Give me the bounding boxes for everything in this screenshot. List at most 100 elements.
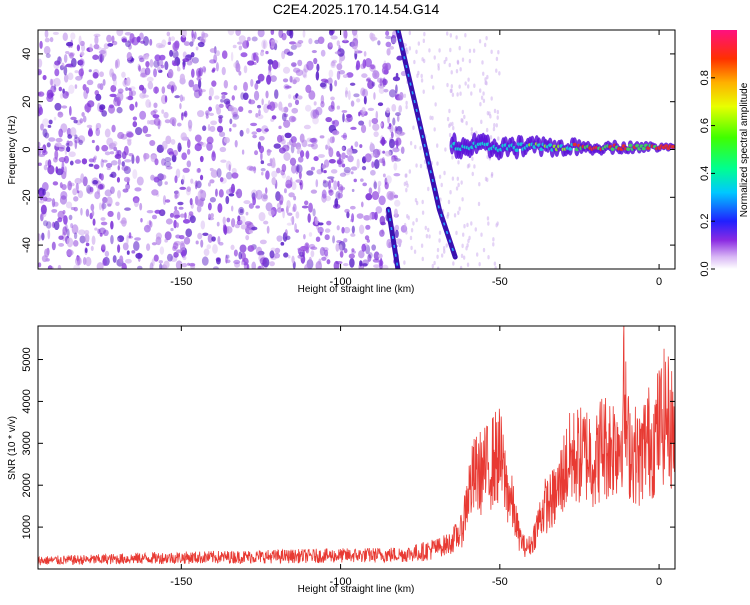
noise-blob [68, 84, 75, 94]
noise-blob [486, 216, 490, 221]
noise-blob [341, 134, 347, 139]
noise-blob [181, 174, 186, 185]
noise-blob [467, 238, 470, 244]
noise-blob [164, 157, 172, 163]
noise-blob [67, 72, 74, 81]
noise-blob [311, 142, 318, 150]
noise-blob [80, 51, 85, 57]
noise-blob [257, 30, 265, 38]
noise-blob [121, 217, 127, 227]
noise-blob [176, 222, 179, 228]
noise-blob [303, 200, 309, 206]
noise-blob [161, 86, 166, 94]
noise-blob [298, 171, 302, 180]
noise-blob [336, 150, 340, 157]
x-tick-label: -150 [170, 276, 192, 288]
noise-blob [350, 100, 355, 107]
noise-blob [92, 218, 96, 226]
noise-blob [315, 260, 323, 269]
noise-blob [97, 102, 101, 112]
noise-blob [341, 146, 345, 151]
noise-blob [57, 111, 63, 116]
noise-blob [306, 170, 314, 176]
noise-blob [147, 81, 154, 90]
noise-blob [297, 146, 302, 152]
noise-blob [206, 141, 213, 151]
colorbar-tick-label: 0.4 [699, 166, 711, 181]
noise-blob [109, 93, 117, 98]
noise-blob [282, 144, 290, 152]
noise-blob [172, 62, 177, 67]
noise-blob [74, 159, 82, 164]
noise-blob [348, 253, 355, 259]
noise-blob [388, 89, 397, 98]
noise-blob [351, 40, 359, 50]
colorbar-label: Normalized spectral amplitude [739, 82, 750, 217]
noise-blob [222, 216, 226, 225]
noise-blob [200, 220, 206, 230]
noise-blob [379, 78, 383, 87]
noise-blob [153, 86, 160, 94]
snr-background [38, 326, 675, 569]
noise-blob [478, 261, 481, 267]
noise-blob [110, 160, 118, 166]
noise-blob [328, 191, 335, 195]
noise-blob [480, 95, 484, 100]
noise-blob [112, 255, 117, 263]
noise-blob [356, 98, 361, 103]
noise-blob [297, 59, 303, 67]
noise-blob [276, 235, 283, 242]
noise-blob [139, 202, 143, 211]
noise-blob [188, 211, 194, 217]
noise-blob [320, 100, 325, 108]
noise-blob [433, 260, 436, 266]
noise-blob [324, 234, 330, 241]
noise-blob [446, 82, 449, 88]
noise-blob [451, 155, 454, 160]
noise-blob [154, 54, 161, 61]
noise-blob [344, 208, 350, 213]
noise-blob [208, 112, 214, 116]
noise-blob [161, 140, 168, 150]
noise-blob [191, 30, 194, 38]
noise-blob [250, 79, 254, 87]
noise-blob [166, 253, 173, 262]
noise-blob [381, 264, 389, 269]
noise-blob [328, 158, 336, 164]
noise-blob [189, 215, 196, 224]
noise-blob [387, 192, 395, 201]
noise-blob [79, 235, 86, 244]
noise-blob [231, 107, 239, 117]
noise-blob [405, 100, 408, 106]
noise-blob [47, 265, 53, 269]
noise-blob [388, 123, 392, 128]
noise-blob [104, 189, 112, 197]
noise-blob [496, 221, 499, 226]
noise-blob [437, 63, 440, 68]
noise-blob [331, 136, 335, 143]
noise-blob [55, 166, 59, 174]
noise-blob [470, 91, 473, 96]
noise-blob [237, 41, 243, 45]
noise-blob [99, 104, 106, 111]
noise-blob [254, 150, 259, 156]
noise-blob [351, 248, 355, 253]
noise-blob [389, 45, 395, 50]
noise-blob [341, 39, 349, 44]
noise-blob [497, 49, 500, 55]
noise-blob [420, 73, 423, 79]
noise-blob [121, 38, 127, 43]
noise-blob [286, 222, 293, 226]
noise-blob [318, 38, 322, 44]
noise-blob [268, 209, 275, 217]
noise-blob [485, 81, 488, 86]
noise-blob [177, 201, 184, 206]
noise-blob [175, 234, 181, 239]
noise-blob [443, 170, 446, 176]
noise-blob [240, 224, 247, 230]
noise-blob [291, 164, 297, 174]
noise-blob [238, 35, 246, 43]
noise-blob [467, 84, 470, 89]
noise-blob [245, 234, 250, 241]
noise-blob [312, 208, 316, 217]
